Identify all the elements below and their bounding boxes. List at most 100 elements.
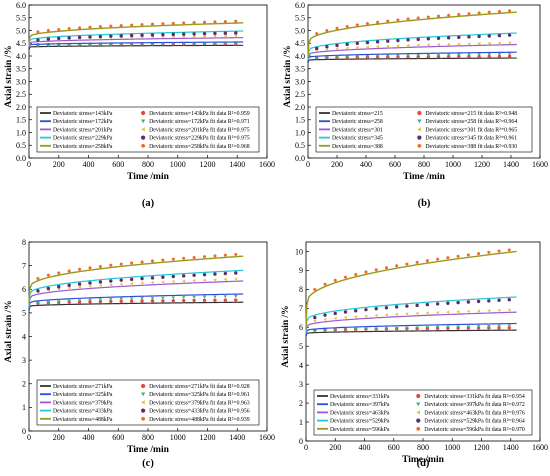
fit-marker xyxy=(457,54,461,59)
fit-marker xyxy=(202,272,207,277)
fit-marker xyxy=(487,54,491,59)
fit-marker xyxy=(416,53,420,58)
fit-marker xyxy=(171,296,175,300)
legend-box xyxy=(315,106,533,153)
x-tick-label: 1000 xyxy=(170,160,186,169)
fit-marker xyxy=(447,13,451,18)
fit-marker xyxy=(446,310,450,314)
fit-marker xyxy=(354,272,358,277)
fit-marker xyxy=(78,267,82,272)
legend-label: Deviatoric stress=172kPa xyxy=(53,119,113,125)
fit-marker xyxy=(119,297,123,301)
y-tick-label: 4 xyxy=(22,332,26,341)
x-axis-label: Time /min xyxy=(403,172,446,182)
fit-marker xyxy=(234,31,238,35)
x-tick-label: 0 xyxy=(27,433,31,442)
fit-marker xyxy=(88,266,92,270)
fit-marker xyxy=(325,47,329,52)
legend-label: Deviatoric stress=271kPa fit data R²=0.9… xyxy=(149,383,250,390)
legend-label: Deviatoric stress=229kPa xyxy=(53,136,113,142)
y-tick-label: 1.0 xyxy=(295,128,305,137)
fit-marker xyxy=(223,19,227,24)
legend-label: Deviatoric stress=397kPa xyxy=(330,402,390,408)
fit-marker xyxy=(487,308,491,313)
fit-marker xyxy=(192,295,196,299)
legend-label: Deviatoric stress=331kPa xyxy=(330,394,390,400)
x-tick-label: 0 xyxy=(27,160,31,169)
fit-marker xyxy=(88,25,92,29)
fit-marker xyxy=(425,302,430,307)
x-tick-label: 1600 xyxy=(259,160,275,169)
fit-marker xyxy=(46,44,51,48)
fit-marker xyxy=(98,264,102,269)
y-tick-label: 5.5 xyxy=(295,14,305,23)
legend-label: Deviatoric stress=397kPa fit data R²=0.9… xyxy=(424,401,525,408)
fit-marker xyxy=(57,285,61,289)
fit-marker xyxy=(335,55,339,59)
fit-marker xyxy=(355,45,359,50)
fit-marker xyxy=(88,284,92,288)
fit-marker xyxy=(36,44,40,48)
x-tick-label: 0 xyxy=(304,443,308,452)
fit-marker xyxy=(354,315,358,319)
fit-marker xyxy=(234,295,238,299)
fit-marker xyxy=(234,34,238,38)
fit-marker xyxy=(436,257,440,261)
y-tick-label: 4.0 xyxy=(16,52,26,61)
fit-marker xyxy=(57,271,61,275)
x-tick-label: 1600 xyxy=(259,433,275,442)
fit-marker xyxy=(98,24,102,29)
fit-marker xyxy=(416,16,420,20)
fit-marker xyxy=(405,326,409,330)
fit-marker xyxy=(313,315,317,320)
fit-marker xyxy=(46,300,51,304)
fit-marker xyxy=(161,43,165,47)
y-tick-label: 1 xyxy=(22,403,26,412)
fit-marker xyxy=(386,39,390,43)
fit-marker xyxy=(36,30,40,34)
fit-marker xyxy=(374,313,378,318)
fit-marker xyxy=(129,277,134,282)
legend-marker-swatch xyxy=(417,127,422,132)
y-tick-label: 8 xyxy=(22,238,26,247)
fit-marker xyxy=(119,262,123,266)
fit-marker xyxy=(171,32,175,37)
legend-box xyxy=(36,106,260,153)
fit-marker xyxy=(457,53,461,57)
fit-marker xyxy=(161,296,165,300)
x-axis-label: Time /min xyxy=(127,445,170,455)
panel-caption: (a) xyxy=(142,198,155,209)
fit-marker xyxy=(507,324,511,328)
fit-marker xyxy=(223,298,228,302)
fit-marker xyxy=(325,56,329,60)
series-line xyxy=(28,30,244,47)
fit-marker xyxy=(213,295,217,299)
fit-marker xyxy=(375,40,380,44)
legend-label: Deviatoric stress=143kPa xyxy=(53,111,113,117)
fit-marker xyxy=(344,275,347,279)
legend-label: Deviatoric stress=258kPa fit data R²=0.9… xyxy=(149,143,250,150)
legend-marker-swatch xyxy=(417,119,422,124)
fit-marker xyxy=(192,42,196,46)
fit-marker xyxy=(335,46,339,51)
fit-marker xyxy=(436,36,441,40)
fit-marker xyxy=(192,298,196,303)
fit-marker xyxy=(375,54,380,58)
fit-marker xyxy=(384,313,388,317)
x-tick-label: 600 xyxy=(112,160,124,169)
legend-label: Deviatoric stress=172kPa fit data R²=0.9… xyxy=(149,118,250,125)
legend-label: Deviatoric stress=215 xyxy=(332,111,383,117)
y-tick-label: 8 xyxy=(299,285,303,294)
fit-marker xyxy=(365,45,369,49)
y-tick-label: 6 xyxy=(22,285,26,294)
y-tick-label: 0.0 xyxy=(16,154,26,163)
legend-marker-swatch xyxy=(141,143,145,148)
fit-marker xyxy=(234,19,238,23)
x-tick-label: 1200 xyxy=(200,433,216,442)
legend-marker-swatch xyxy=(141,110,146,116)
fit-marker xyxy=(234,298,238,302)
fit-marker xyxy=(333,311,337,316)
fit-marker xyxy=(394,326,399,330)
fit-marker xyxy=(507,248,511,252)
y-tick-label: 3.5 xyxy=(16,65,26,74)
